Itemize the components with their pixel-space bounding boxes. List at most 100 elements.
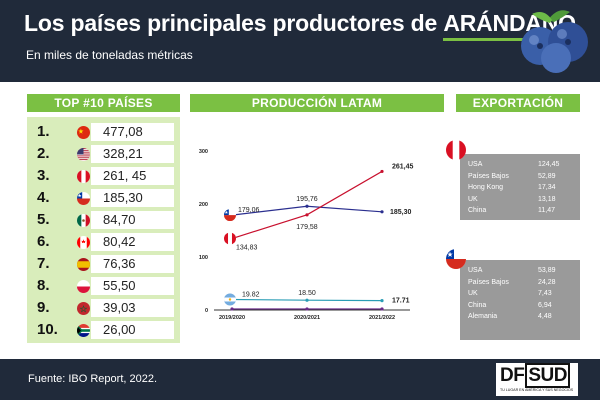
peru-flag-icon [77, 170, 90, 183]
data-label: 18.50 [298, 290, 316, 297]
rank-value: 328,21 [91, 145, 174, 163]
export-value: 53,89 [538, 267, 556, 274]
rank-number: 4. [37, 189, 50, 206]
rank-value: 76,36 [91, 255, 174, 273]
rank-row: 7. 76,36 [33, 254, 174, 274]
rank-number: 3. [37, 167, 50, 184]
data-label: 19.82 [242, 291, 260, 298]
export-value: 24,28 [538, 278, 556, 286]
latam-line-chart: 0 100 200 300 2019/2020 2020/2021 2021/2022 179… [199, 149, 414, 321]
export-country: China [468, 301, 487, 309]
data-label: 179,06 [238, 207, 260, 214]
export-value: 52,89 [538, 172, 556, 180]
export-row: China 11,47 [468, 205, 572, 217]
data-point [305, 307, 309, 311]
mexico-flag-icon [77, 214, 90, 227]
data-point [380, 299, 384, 303]
china-flag-icon [77, 126, 90, 139]
x-tick-label: 2020/2021 [294, 315, 320, 321]
export-row: USA 124,45 [468, 159, 572, 171]
data-point [380, 210, 384, 214]
latam-header: PRODUCCIÓN LATAM [190, 94, 444, 112]
y-tick-label: 0 [205, 308, 208, 314]
export-panel-peru: USA 124,45 Países Bajos 52,89 Hong Kong 17,34… [460, 154, 580, 220]
export-row: Países Bajos 52,89 [468, 171, 572, 183]
dfsud-logo: DF SUD TU LUGAR EN AMÉRICA Y SUS NEGOCIOS [496, 363, 578, 396]
poland-flag-icon [77, 280, 90, 293]
rank-value: 261, 45 [91, 167, 174, 185]
rank-number: 1. [37, 123, 50, 140]
rank-number: 10. [37, 321, 58, 338]
export-country: UK [468, 290, 478, 297]
logo-df: DF [500, 365, 525, 386]
export-value: 7,43 [538, 290, 552, 297]
export-country: USA [468, 267, 483, 274]
export-country: Países Bajos [468, 172, 509, 180]
chile-flag-icon [77, 192, 90, 205]
data-point [380, 169, 384, 174]
footer: Fuente: IBO Report, 2022. DF SUD TU LUGAR… [0, 359, 600, 400]
data-label: 179,58 [296, 224, 318, 231]
data-label: 261,45 [392, 163, 414, 170]
peru-flag-icon [224, 232, 236, 245]
rank-value: 477,08 [91, 123, 174, 141]
peru-flag-icon [446, 140, 466, 160]
rank-number: 9. [37, 299, 50, 316]
rank-row: 9. 39,03 [33, 298, 174, 318]
south-africa-flag-icon [77, 324, 90, 337]
data-point [305, 213, 309, 217]
export-country: USA [468, 161, 483, 168]
rank-number: 6. [37, 233, 50, 250]
data-label: 195,76 [296, 196, 318, 203]
rank-row: 6. 80,42 [33, 232, 174, 252]
rank-number: 7. [37, 255, 50, 272]
rank-row: 4. 185,30 [33, 188, 174, 208]
rank-value: 55,50 [91, 277, 174, 295]
export-value: 6,94 [538, 301, 552, 309]
data-point [230, 307, 234, 311]
export-row: Alemania 4,48 [468, 311, 572, 323]
spain-flag-icon [77, 258, 90, 271]
rank-row: 2. 328,21 [33, 144, 174, 164]
chile-flag-icon [224, 209, 236, 222]
y-tick-label: 100 [199, 255, 208, 261]
rank-number: 5. [37, 211, 50, 228]
export-country: Hong Kong [468, 184, 504, 191]
logo-sud: SUD [525, 363, 570, 388]
y-tick-label: 200 [199, 202, 208, 208]
blueberry-icon [521, 10, 588, 73]
data-label: 185,30 [390, 209, 412, 216]
export-panel-chile: USA 53,89 Países Bajos 24,28 UK 7,43 China 6,94… [460, 260, 580, 340]
export-country: Países Bajos [468, 278, 509, 286]
chile-flag-icon [446, 249, 466, 269]
export-country: Alemania [468, 313, 498, 320]
top10-panel: 1. 477,08 2. 328,21 3. 261, 45 4. 185,30 5. 84,70… [27, 117, 180, 343]
export-row: UK 13,18 [468, 194, 572, 206]
rank-row: 10. 26,00 [33, 320, 174, 340]
page-subtitle: En miles de toneladas métricas [26, 48, 193, 62]
export-row: Países Bajos 24,28 [468, 277, 572, 289]
export-row: USA 53,89 [468, 265, 572, 277]
rank-row: 1. 477,08 [33, 122, 174, 142]
source-text: Fuente: IBO Report, 2022. [28, 373, 158, 385]
rank-row: 3. 261, 45 [33, 166, 174, 186]
title-main: Los países principales productores de [24, 10, 444, 36]
y-tick-label: 300 [199, 149, 208, 155]
argentina-flag-icon [224, 293, 236, 306]
rank-number: 8. [37, 277, 50, 294]
logo-tagline: TU LUGAR EN AMÉRICA Y SUS NEGOCIOS [500, 388, 574, 392]
rank-row: 5. 84,70 [33, 210, 174, 230]
export-value: 124,45 [538, 161, 560, 168]
rank-value: 80,42 [91, 233, 174, 251]
rank-value: 26,00 [91, 321, 174, 339]
export-country: UK [468, 195, 478, 203]
usa-flag-icon [77, 148, 90, 161]
export-country: China [468, 207, 487, 214]
data-point [305, 204, 309, 208]
rank-value: 185,30 [91, 189, 174, 207]
header: Los países principales productores de AR… [0, 0, 600, 82]
data-label: 134,83 [236, 245, 258, 252]
export-value: 17,34 [538, 184, 556, 191]
export-value: 13,18 [538, 195, 556, 203]
rank-number: 2. [37, 145, 50, 162]
